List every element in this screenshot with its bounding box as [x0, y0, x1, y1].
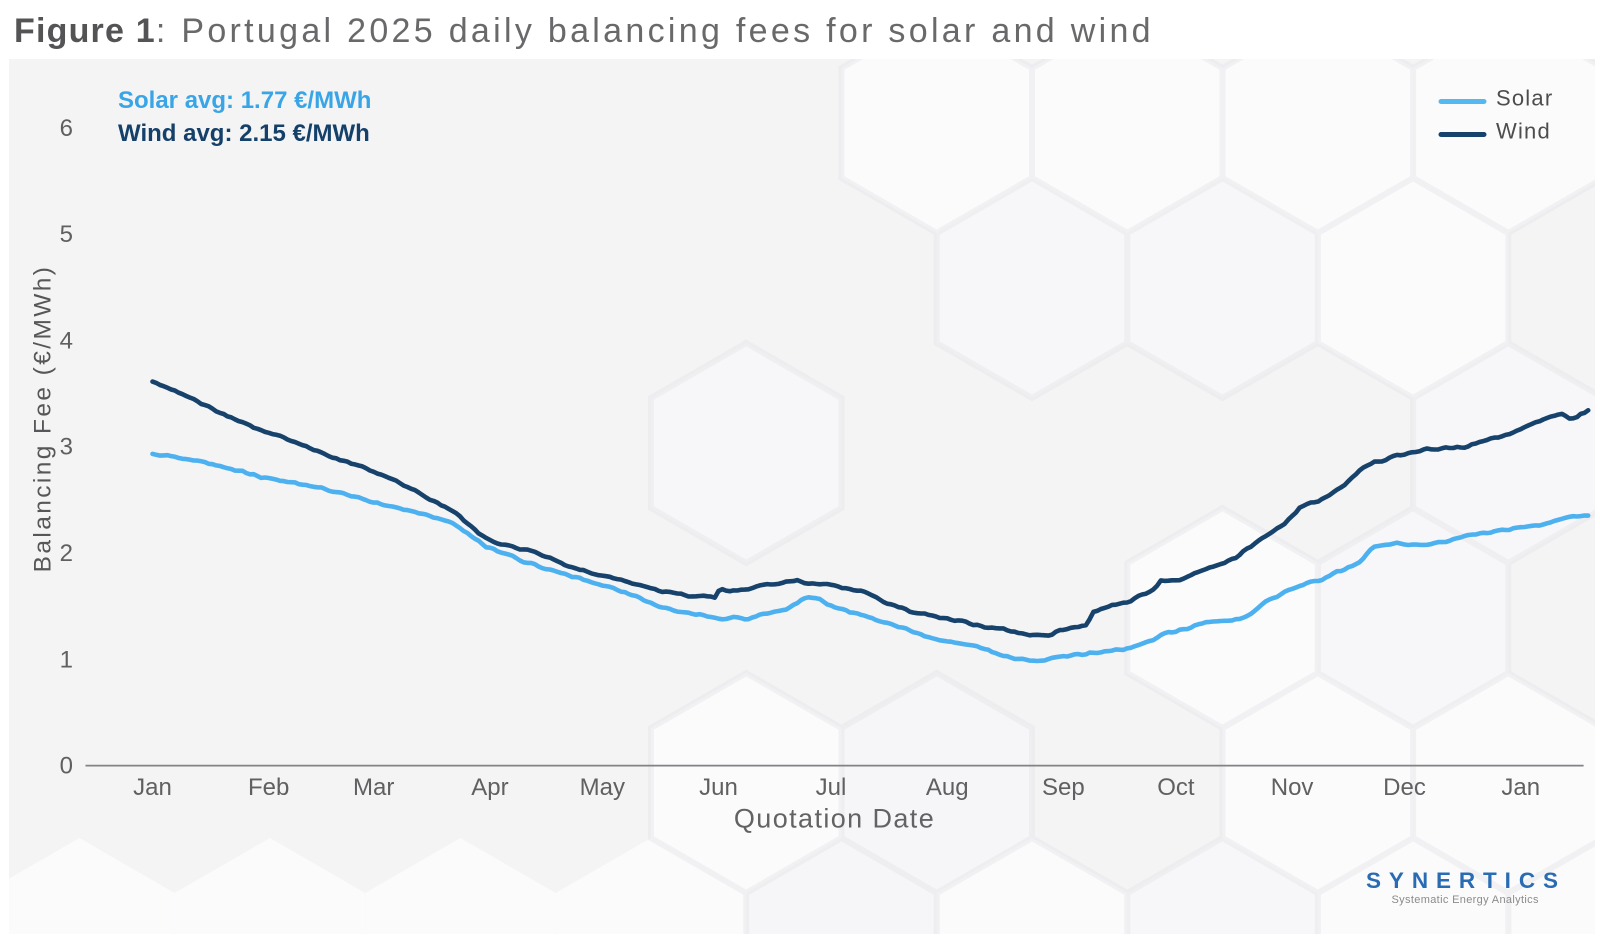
svg-text:4: 4 [60, 327, 73, 354]
svg-text:Dec: Dec [1383, 774, 1426, 801]
svg-text:Jun: Jun [699, 774, 738, 801]
svg-text:Balancing Fee (€/MWh): Balancing Fee (€/MWh) [30, 265, 57, 573]
svg-text:Oct: Oct [1157, 774, 1195, 801]
svg-text:May: May [580, 774, 625, 801]
svg-text:Solar: Solar [1496, 86, 1553, 111]
svg-text:Mar: Mar [353, 774, 394, 801]
svg-text:SYNERTICS: SYNERTICS [1366, 868, 1565, 893]
svg-text:Figure 1: Portugal 2025 daily: Figure 1: Portugal 2025 daily balancing … [14, 12, 1154, 50]
svg-text:Wind avg: 2.15 €/MWh: Wind avg: 2.15 €/MWh [118, 120, 370, 147]
svg-text:Quotation Date: Quotation Date [734, 804, 935, 834]
svg-text:Jan: Jan [133, 774, 172, 801]
svg-text:1: 1 [60, 646, 73, 673]
svg-text:3: 3 [60, 434, 73, 461]
svg-text:2: 2 [60, 540, 73, 567]
svg-text:Jan: Jan [1501, 774, 1540, 801]
svg-text:Wind: Wind [1496, 119, 1551, 144]
svg-text:Systematic Energy Analytics: Systematic Energy Analytics [1392, 894, 1540, 906]
svg-text:0: 0 [60, 753, 73, 780]
svg-text:Sep: Sep [1042, 774, 1085, 801]
svg-text:Solar avg: 1.77 €/MWh: Solar avg: 1.77 €/MWh [118, 87, 371, 114]
svg-text:Jul: Jul [816, 774, 847, 801]
svg-text:Nov: Nov [1271, 774, 1314, 801]
svg-text:Apr: Apr [471, 774, 508, 801]
svg-text:Aug: Aug [926, 774, 969, 801]
svg-text:5: 5 [60, 221, 73, 248]
svg-text:6: 6 [60, 115, 73, 142]
svg-text:Feb: Feb [248, 774, 289, 801]
